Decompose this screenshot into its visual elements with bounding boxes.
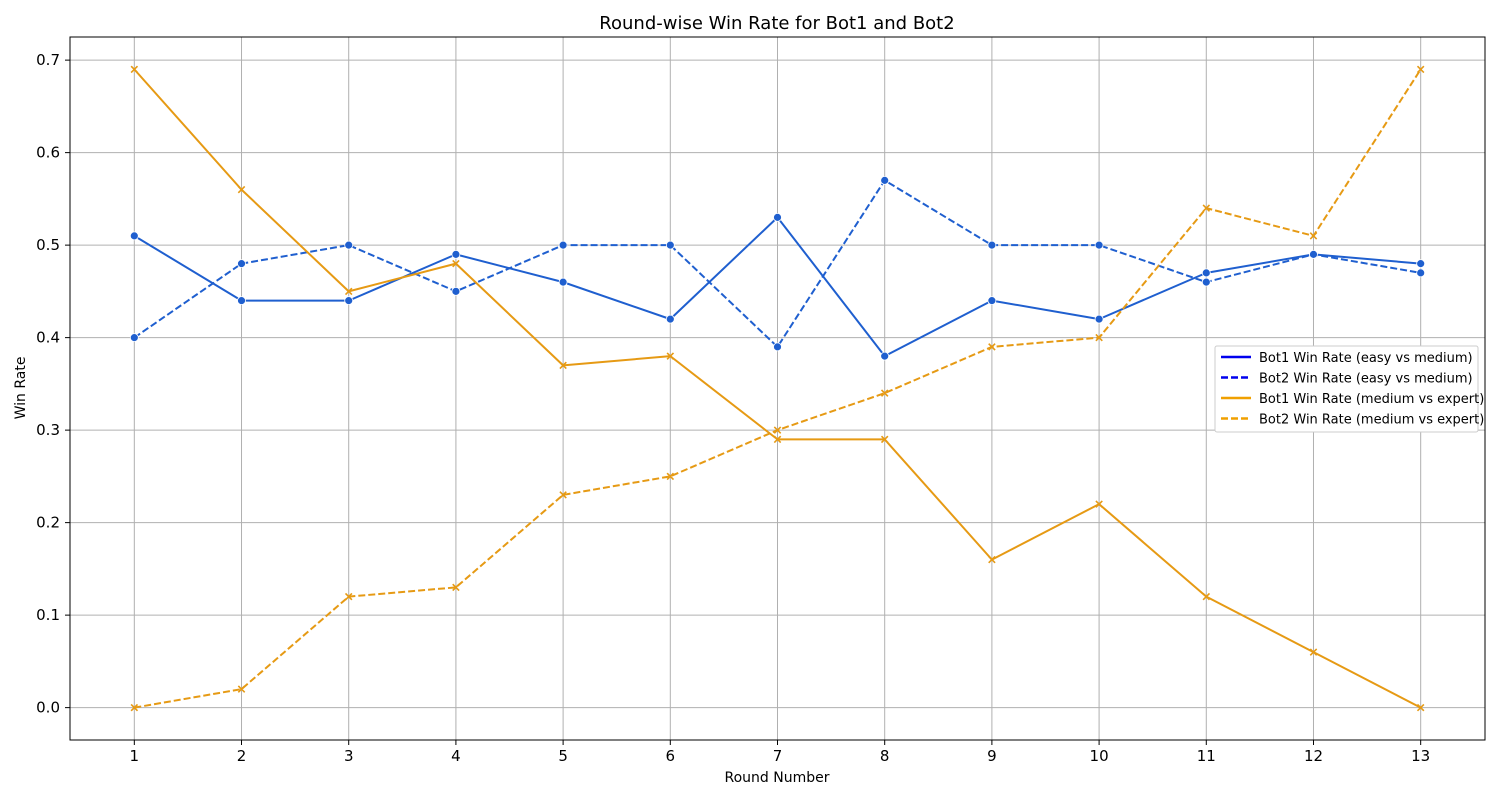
- y-tick-label: 0.5: [36, 236, 60, 254]
- y-tick-label: 0.4: [36, 329, 60, 347]
- y-tick-label: 0.6: [36, 144, 60, 162]
- legend: Bot1 Win Rate (easy vs medium) Bot2 Win R…: [1214, 345, 1484, 433]
- data-point: [1416, 259, 1426, 269]
- grid-lines: [70, 37, 1485, 740]
- data-point: [344, 287, 353, 296]
- data-point: [344, 592, 353, 601]
- x-tick-label: 7: [773, 747, 783, 765]
- y-axis-ticks: 0.0 0.1 0.2 0.3 0.4 0.5 0.6 0.7: [36, 51, 70, 717]
- data-point: [237, 296, 246, 306]
- data-point: [988, 343, 996, 351]
- legend-label: Bot1 Win Rate (easy vs medium): [1259, 351, 1473, 366]
- x-tick-label: 1: [130, 747, 140, 765]
- data-point: [1416, 703, 1425, 712]
- series-layer: [129, 65, 1426, 712]
- series-4: [130, 65, 1425, 712]
- x-tick-label: 13: [1411, 747, 1430, 765]
- x-tick-label: 12: [1304, 747, 1323, 765]
- data-point: [558, 240, 568, 250]
- series-3: [130, 65, 1425, 712]
- legend-label: Bot2 Win Rate (easy vs medium): [1259, 372, 1473, 387]
- data-point: [1201, 277, 1211, 287]
- x-tick-label: 5: [558, 747, 568, 765]
- data-point: [987, 296, 997, 306]
- x-tick-label: 9: [987, 747, 997, 765]
- data-point: [559, 361, 567, 370]
- data-point: [773, 212, 782, 222]
- chart-title: Round-wise Win Rate for Bot1 and Bot2: [599, 13, 954, 34]
- data-point: [880, 351, 890, 361]
- data-point: [1095, 500, 1103, 508]
- data-point: [665, 314, 675, 324]
- data-point: [1094, 240, 1104, 250]
- legend-box: [1214, 345, 1479, 433]
- x-tick-label: 4: [451, 747, 461, 765]
- data-point: [1202, 592, 1211, 601]
- data-point: [1416, 268, 1426, 278]
- data-point: [1309, 648, 1318, 656]
- data-point: [452, 259, 460, 268]
- data-point: [773, 435, 782, 444]
- data-point: [1416, 65, 1425, 74]
- data-point: [130, 703, 139, 712]
- data-point: [1201, 268, 1211, 278]
- data-point: [988, 555, 996, 564]
- data-point: [130, 65, 139, 74]
- x-tick-label: 8: [880, 747, 890, 765]
- data-point: [129, 333, 139, 343]
- data-point: [1309, 232, 1318, 240]
- legend-label: Bot1 Win Rate (medium vs expert): [1259, 392, 1484, 407]
- data-point: [344, 240, 354, 250]
- data-point: [129, 231, 139, 241]
- data-point: [558, 277, 568, 287]
- data-point: [451, 286, 461, 296]
- y-tick-label: 0.3: [36, 421, 60, 439]
- x-tick-label: 2: [237, 747, 247, 765]
- data-point: [559, 491, 567, 499]
- data-point: [451, 249, 461, 259]
- data-point: [665, 240, 675, 250]
- data-point: [344, 296, 354, 306]
- y-axis-label: Win Rate: [13, 357, 29, 420]
- data-point: [880, 175, 890, 185]
- data-point: [1094, 314, 1104, 324]
- x-axis-label: Round Number: [725, 770, 830, 786]
- data-point: [237, 685, 246, 693]
- x-tick-label: 11: [1197, 747, 1216, 765]
- data-point: [1202, 204, 1211, 212]
- x-tick-label: 3: [344, 747, 354, 765]
- data-point: [773, 342, 782, 352]
- x-axis-ticks: 1 2 3 4 5 6 7 8 9 10 11 12 13: [130, 740, 1430, 765]
- data-point: [773, 426, 782, 434]
- x-tick-label: 6: [666, 747, 676, 765]
- y-tick-label: 0.2: [36, 514, 60, 532]
- data-point: [452, 583, 460, 592]
- y-tick-label: 0.7: [36, 51, 60, 69]
- x-tick-label: 10: [1090, 747, 1109, 765]
- series-2: [129, 175, 1426, 352]
- data-point: [1309, 249, 1318, 259]
- y-tick-label: 0.1: [36, 606, 60, 624]
- data-point: [237, 259, 246, 269]
- legend-label: Bot2 Win Rate (medium vs expert): [1259, 413, 1484, 428]
- data-point: [880, 435, 889, 444]
- data-point: [666, 352, 675, 360]
- data-point: [1095, 333, 1103, 342]
- y-tick-label: 0.0: [36, 699, 60, 717]
- data-point: [880, 389, 889, 397]
- data-point: [237, 185, 246, 194]
- data-point: [666, 472, 675, 481]
- data-point: [987, 240, 997, 250]
